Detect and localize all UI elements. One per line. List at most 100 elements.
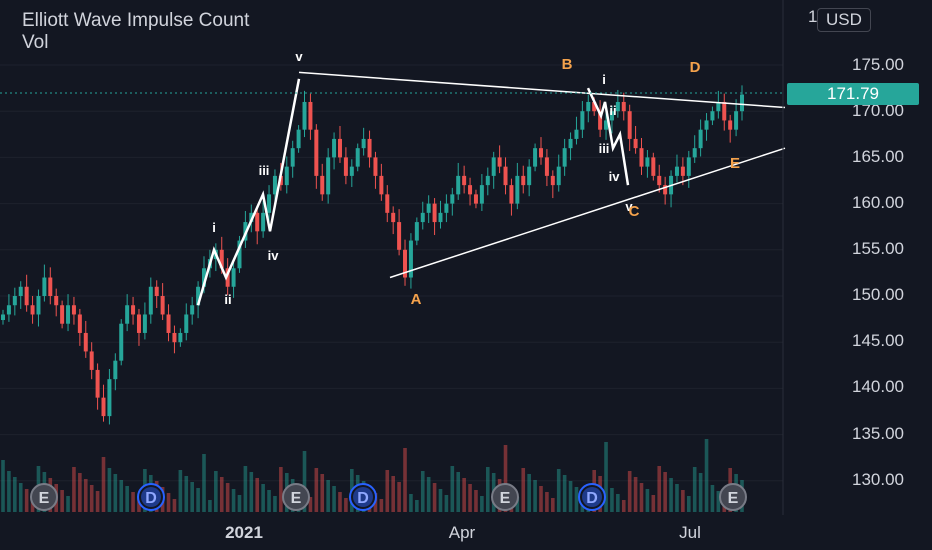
volume-bar — [621, 500, 626, 512]
chart-title: Elliott Wave Impulse Count — [22, 10, 250, 31]
candle — [308, 101, 313, 130]
candle — [296, 129, 301, 149]
candle — [107, 379, 112, 417]
marker-label: D — [145, 490, 157, 507]
volume-bar — [527, 474, 531, 512]
impulse-wave-label: v — [625, 199, 633, 214]
volume-bar — [243, 466, 248, 512]
currency-button[interactable]: USD — [817, 8, 871, 32]
marker-inner — [582, 487, 602, 507]
candle — [373, 157, 378, 176]
marker-inner — [353, 487, 373, 507]
volume-bar — [533, 480, 537, 512]
volume-bar — [568, 481, 573, 512]
candle — [337, 138, 342, 158]
candle — [562, 148, 567, 167]
volume-bar — [214, 471, 218, 512]
earnings-marker[interactable]: E — [282, 483, 310, 511]
marker-circle — [30, 483, 58, 511]
volume-bar — [379, 499, 384, 512]
volume-bar — [119, 480, 124, 512]
volume-bar — [190, 482, 194, 512]
candle — [403, 249, 408, 278]
candle — [444, 203, 449, 213]
candle — [154, 286, 159, 296]
candle — [136, 314, 141, 333]
earnings-marker[interactable]: E — [491, 483, 519, 511]
candle — [538, 148, 543, 158]
price-axis-label: 145.00 — [852, 331, 904, 350]
impulse-wave-line — [196, 78, 301, 306]
candle — [184, 314, 189, 333]
candle — [627, 111, 632, 139]
volume-bar — [308, 497, 313, 512]
volume-bar — [314, 468, 319, 512]
corrective-wave-label: A — [411, 291, 422, 308]
candle — [225, 268, 230, 287]
candle — [231, 268, 236, 287]
earnings-marker[interactable]: E — [719, 483, 747, 511]
corrective-wave-label: D — [690, 59, 701, 76]
volume-bar — [675, 484, 679, 512]
time-axis-label: Jul — [679, 523, 701, 542]
candle — [379, 175, 384, 195]
dividend-marker[interactable]: D — [137, 483, 165, 511]
candle — [83, 332, 88, 352]
candle — [367, 138, 372, 158]
volume-bar — [403, 448, 407, 512]
volume-bar — [692, 467, 697, 512]
candle — [332, 138, 337, 158]
candle — [272, 175, 277, 195]
earnings-marker[interactable]: E — [30, 483, 58, 511]
volume-bar — [279, 467, 283, 512]
volume-bar — [485, 467, 490, 512]
impulse-wave-label: ii — [224, 292, 231, 307]
volume-bar — [438, 489, 443, 512]
candle — [609, 111, 614, 121]
candle — [60, 305, 65, 324]
volume-bar — [131, 492, 135, 512]
volume-bar — [172, 499, 177, 512]
volume-bar — [474, 490, 478, 512]
dividend-marker[interactable]: D — [349, 483, 377, 511]
volume-bar — [562, 475, 567, 512]
volume-bar — [556, 469, 561, 512]
candle — [6, 305, 11, 315]
price-axis-label: 150.00 — [852, 285, 904, 304]
candle — [36, 296, 41, 315]
marker-inner — [141, 487, 161, 507]
candle — [302, 101, 307, 130]
volume-bar — [686, 496, 691, 512]
candle — [54, 296, 59, 306]
candle — [219, 249, 224, 269]
candle — [568, 138, 573, 149]
volume-bar — [574, 487, 579, 512]
candle — [692, 148, 697, 158]
volume-bar — [432, 483, 437, 512]
volume-bar — [663, 472, 667, 512]
dividend-marker[interactable]: D — [578, 483, 606, 511]
candle — [18, 286, 23, 296]
candle — [385, 194, 390, 213]
impulse-wave-label: ii — [609, 103, 616, 118]
volume-bar — [633, 477, 638, 512]
corrective-wave-label: E — [730, 155, 740, 172]
candle — [125, 305, 130, 324]
volume-bar — [24, 489, 29, 512]
candle — [113, 360, 118, 380]
volume-bar — [66, 496, 70, 512]
volume-bar — [7, 471, 11, 512]
volume-bar — [231, 489, 236, 512]
candle — [651, 157, 656, 176]
candle — [574, 129, 579, 139]
marker-label: E — [39, 490, 50, 507]
volume-bar — [320, 474, 325, 512]
volume-bar — [657, 466, 662, 512]
candle — [615, 101, 620, 112]
price-axis-label: 155.00 — [852, 239, 904, 258]
candle — [734, 111, 739, 130]
candle — [30, 305, 35, 315]
candle — [509, 185, 514, 204]
